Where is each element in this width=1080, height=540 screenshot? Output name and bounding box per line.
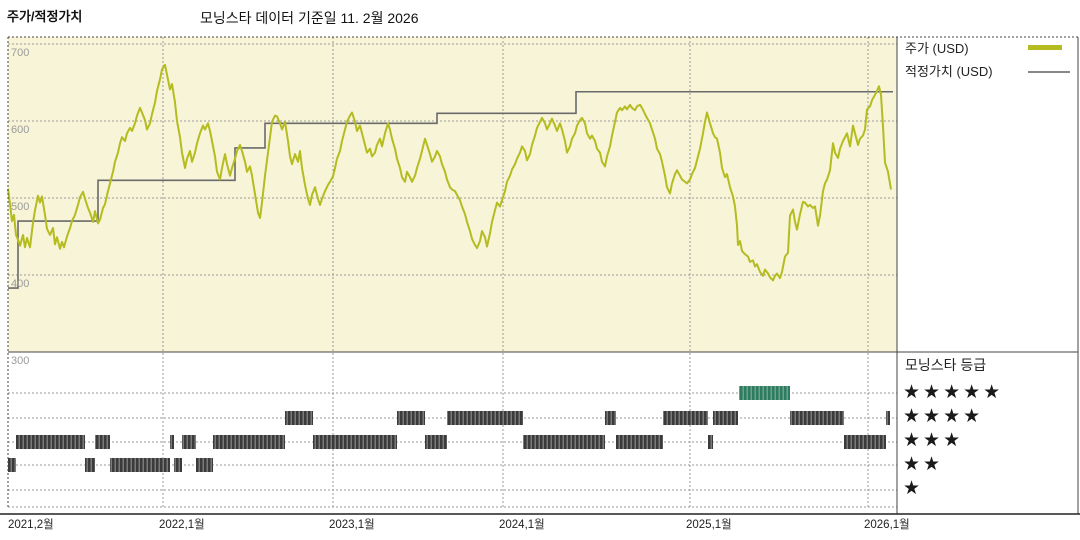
x-tick-label: 2024,1월 <box>499 518 545 531</box>
panel-borders <box>0 36 1080 515</box>
rating-bar-4-star <box>605 411 616 425</box>
rating-bar-2-star <box>196 458 213 472</box>
rating-bar-4-star <box>790 411 844 425</box>
y-tick-label: 600 <box>11 124 29 136</box>
rating-bar-3-star <box>708 435 713 449</box>
rating-bar-2-star <box>174 458 182 472</box>
rating-bar-3-star <box>313 435 397 449</box>
rating-row-2-stars: ★★ <box>903 454 944 475</box>
chart-legend: 주가 (USD) 적정가치 (USD) <box>905 38 1077 84</box>
rating-bar-5-star <box>739 386 790 400</box>
y-tick-label: 700 <box>11 47 29 59</box>
rating-bar-4-star <box>397 411 425 425</box>
rating-bar-2-star <box>8 458 16 472</box>
rating-row-5-stars: ★★★★★ <box>903 382 1004 403</box>
rating-row-1-star: ★ <box>903 478 924 499</box>
rating-bar-3-star <box>425 435 447 449</box>
rating-bar-3-star <box>182 435 196 449</box>
y-tick-label: 400 <box>11 278 29 290</box>
page-title: 주가/적정가치 <box>7 9 83 24</box>
x-tick-label: 2025,1월 <box>686 518 732 531</box>
legend-price-label: 주가 (USD) <box>905 41 969 56</box>
rating-bar-4-star <box>285 411 313 425</box>
rating-bar-3-star <box>170 435 174 449</box>
rating-row-4-stars: ★★★★ <box>903 406 984 427</box>
rating-bar-2-star <box>110 458 170 472</box>
rating-bar-3-star <box>16 435 85 449</box>
rating-legend-title: 모닝스타 등급 <box>905 357 987 373</box>
legend-fair-value-label: 적정가치 (USD) <box>905 64 993 79</box>
legend-item-price: 주가 (USD) <box>905 38 1077 61</box>
price-panel-background <box>8 37 897 352</box>
x-tick-label: 2021,2월 <box>8 518 54 531</box>
rating-bar-4-star <box>447 411 523 425</box>
rating-bar-3-star <box>844 435 886 449</box>
x-axis-labels: 2021,2월 2022,1월 2023,1월 2024,1월 2025,1월 2026,… <box>8 518 910 531</box>
rating-bars <box>8 386 890 472</box>
fair-value-line-swatch <box>1028 71 1070 73</box>
legend-item-fair-value: 적정가치 (USD) <box>905 61 1077 84</box>
rating-bar-3-star <box>523 435 605 449</box>
rating-bar-4-star <box>886 411 890 425</box>
x-tick-label: 2026,1월 <box>864 518 910 531</box>
y-tick-label: 500 <box>11 201 29 213</box>
rating-bar-2-star <box>85 458 95 472</box>
rating-bar-3-star <box>95 435 110 449</box>
as-of-date: 모닝스타 데이터 기준일 11. 2월 2026 <box>200 10 419 26</box>
price-line-swatch <box>1028 45 1062 50</box>
rating-bar-4-star <box>663 411 708 425</box>
rating-bar-3-star <box>213 435 285 449</box>
rating-bar-4-star <box>713 411 738 425</box>
y-axis-labels: 700 600 500 400 300 <box>11 47 29 367</box>
x-tick-label: 2023,1월 <box>329 518 375 531</box>
rating-bar-3-star <box>616 435 663 449</box>
y-tick-label: 300 <box>11 355 29 367</box>
x-tick-label: 2022,1월 <box>159 518 205 531</box>
rating-row-3-stars: ★★★ <box>903 430 964 451</box>
price-line-series <box>7 63 892 282</box>
fair-value-line-series <box>8 90 893 289</box>
